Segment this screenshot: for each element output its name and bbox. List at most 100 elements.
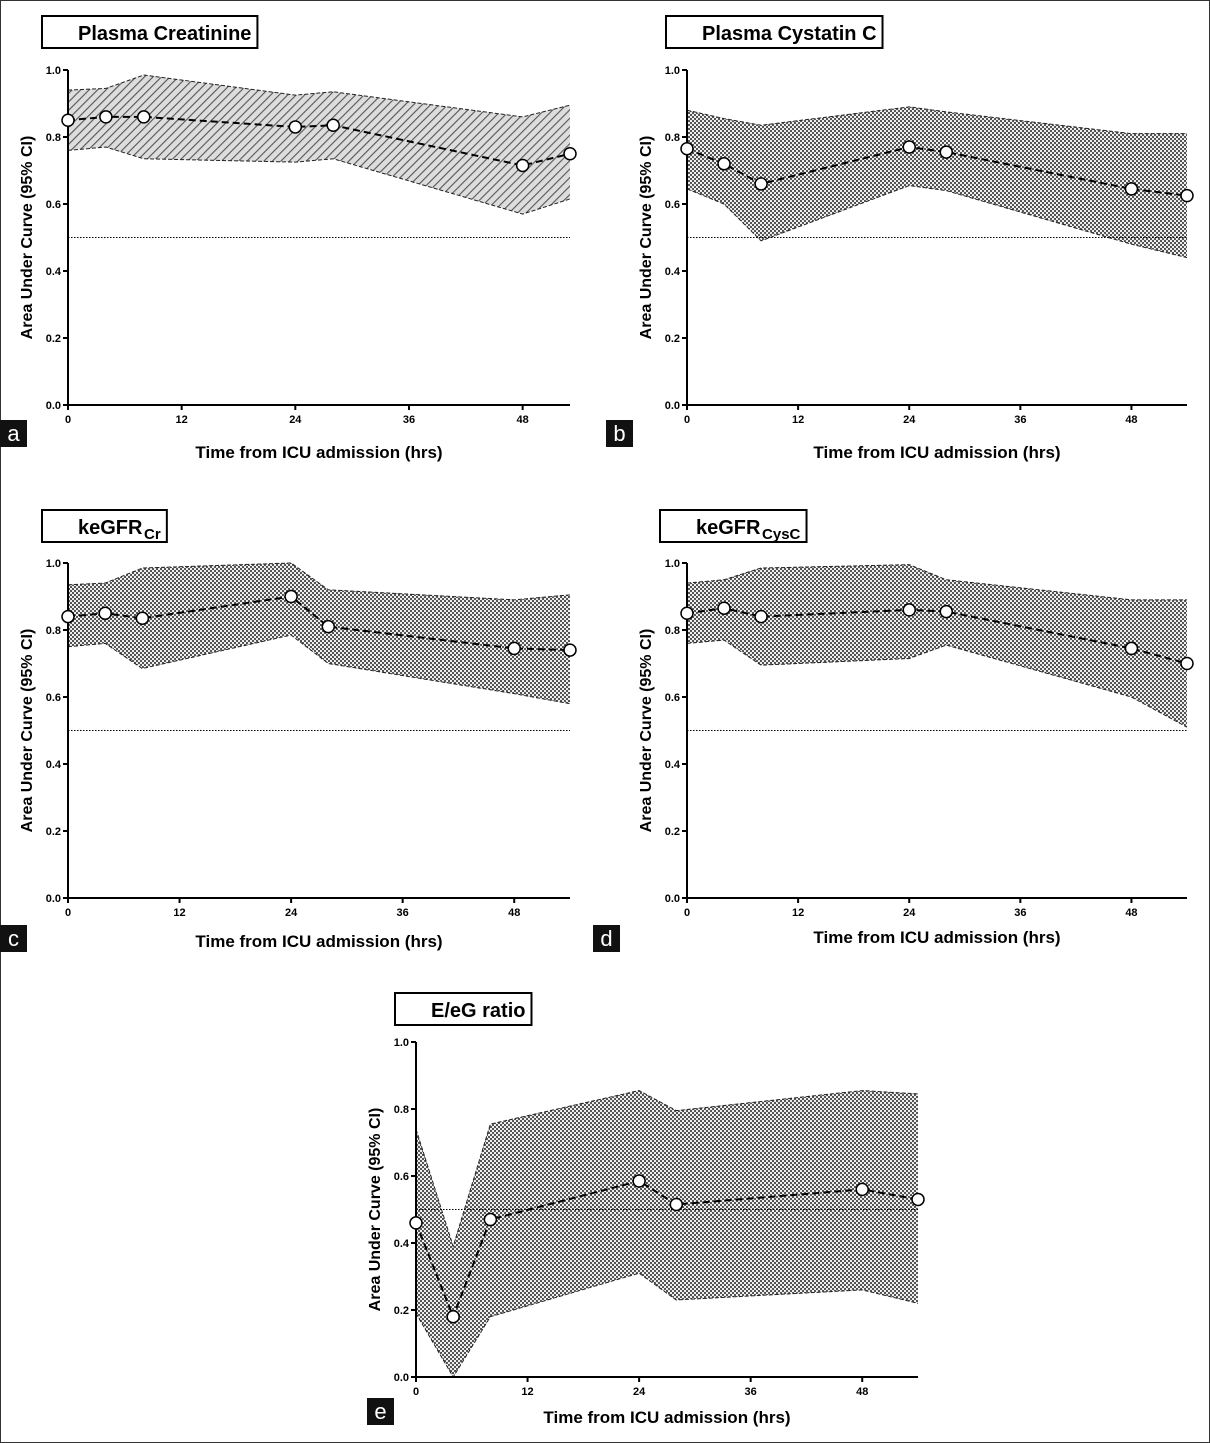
- auc-point: [1180, 188, 1194, 203]
- auc-point: [507, 641, 521, 656]
- ci-band: [416, 1090, 918, 1377]
- auc-point: [1124, 182, 1139, 196]
- auc-point: [288, 120, 303, 134]
- panel-letter-box: [606, 420, 633, 447]
- y-tick-label: 0.8: [665, 132, 680, 144]
- panel: 0.0 0.2 0.4 0.6 0.8 1.0 0 12 24 36 48 Time from ICU…: [593, 509, 1194, 952]
- title-box: [659, 509, 808, 543]
- panel: 0.0 0.2 0.4 0.6 0.8 1.0 0 12 24 36 48 Time from ICU…: [0, 15, 577, 462]
- y-tick-label: 0.6: [665, 199, 680, 211]
- y-tick-label: 0.0: [394, 1372, 409, 1384]
- y-tick-label: 0.0: [665, 893, 680, 905]
- y-axis-label: Area Under Curve (95% CI): [367, 1108, 384, 1312]
- ci-upper-edge: [67, 562, 571, 601]
- ci-band: [687, 106, 1187, 258]
- x-tick-label: 24: [289, 414, 302, 426]
- y-tick-label: 1.0: [46, 558, 61, 570]
- y-tick-label: 0.8: [394, 1104, 409, 1116]
- title-box: [41, 15, 259, 49]
- panel-letter: e: [374, 1399, 386, 1424]
- ci-upper-edge: [415, 1090, 919, 1249]
- auc-point: [563, 643, 577, 657]
- x-tick-label: 48: [517, 414, 529, 426]
- auc-point: [902, 603, 916, 617]
- panel-letter: b: [613, 421, 625, 446]
- ci-lower-edge: [686, 639, 1188, 728]
- x-tick-label: 24: [633, 1386, 646, 1398]
- x-tick-label: 0: [684, 907, 690, 919]
- ci-lower-edge: [686, 185, 1188, 259]
- panel-letter: d: [600, 926, 612, 951]
- y-tick-label: 0.2: [665, 826, 680, 838]
- auc-point: [563, 147, 577, 161]
- panel-title-subscript: Cr: [144, 526, 161, 543]
- x-axis-label: Time from ICU admission (hrs): [195, 932, 442, 951]
- auc-point: [754, 609, 768, 624]
- auc-point: [902, 140, 916, 154]
- panel-title: Plasma Cystatin C: [702, 23, 877, 45]
- auc-point: [98, 606, 112, 620]
- y-tick-label: 0.4: [46, 266, 62, 278]
- x-tick-label: 12: [173, 907, 185, 919]
- panel-letter-box: [593, 925, 620, 952]
- y-tick-label: 0.6: [46, 692, 61, 704]
- y-tick-label: 0.6: [665, 692, 680, 704]
- auc-point: [1124, 641, 1139, 656]
- auc-point: [632, 1174, 646, 1188]
- x-axis-label: Time from ICU admission (hrs): [195, 443, 442, 462]
- title-box: [41, 509, 168, 543]
- x-tick-label: 48: [508, 907, 520, 919]
- x-tick-label: 36: [1014, 414, 1026, 426]
- auc-point: [855, 1182, 869, 1197]
- panel: 0.0 0.2 0.4 0.6 0.8 1.0 0 12 24 36 48 Time from ICU…: [367, 992, 925, 1427]
- y-tick-label: 0.6: [46, 199, 61, 211]
- x-tick-label: 36: [1014, 907, 1026, 919]
- title-box: [394, 992, 533, 1026]
- auc-point: [321, 619, 336, 634]
- auc-point: [669, 1197, 684, 1212]
- ci-upper-edge: [686, 106, 1187, 135]
- y-axis-label: Area Under Curve (95% CI): [638, 629, 655, 833]
- y-tick-label: 0.2: [46, 826, 61, 838]
- panel: 0.0 0.2 0.4 0.6 0.8 1.0 0 12 24 36 48 Time from ICU…: [0, 509, 577, 952]
- x-tick-label: 36: [397, 907, 409, 919]
- auc-point: [911, 1192, 925, 1207]
- panel-letter-box: [367, 1398, 394, 1425]
- x-tick-label: 0: [65, 907, 71, 919]
- panel-title: E/eG ratio: [431, 1000, 525, 1022]
- auc-point: [483, 1212, 498, 1227]
- x-tick-label: 12: [792, 414, 804, 426]
- auc-point: [99, 110, 113, 124]
- x-axis-label: Time from ICU admission (hrs): [813, 443, 1060, 462]
- y-axis-label: Area Under Curve (95% CI): [19, 629, 36, 833]
- x-tick-label: 12: [792, 907, 804, 919]
- y-axis-label: Area Under Curve (95% CI): [19, 136, 36, 340]
- ci-upper-edge: [686, 564, 1187, 601]
- x-tick-label: 0: [413, 1386, 419, 1398]
- ci-lower-edge: [67, 634, 571, 705]
- x-tick-label: 24: [903, 414, 916, 426]
- y-tick-label: 0.8: [46, 132, 61, 144]
- auc-point: [680, 606, 694, 620]
- auc-point: [326, 118, 340, 133]
- auc-point: [409, 1216, 423, 1230]
- panel-title-subscript: CysC: [762, 526, 801, 543]
- auc-point: [61, 113, 75, 127]
- y-tick-label: 0.2: [665, 333, 680, 345]
- auc-point: [61, 609, 75, 624]
- ci-lower-edge: [67, 146, 571, 215]
- y-axis-label: Area Under Curve (95% CI): [638, 136, 655, 340]
- y-tick-label: 0.8: [46, 625, 61, 637]
- y-tick-label: 0.0: [46, 893, 61, 905]
- ci-band: [68, 563, 570, 704]
- y-tick-label: 0.4: [665, 759, 681, 771]
- ci-band: [68, 75, 570, 215]
- auc-point: [754, 177, 768, 191]
- x-tick-label: 12: [176, 414, 188, 426]
- x-tick-label: 48: [1125, 414, 1137, 426]
- y-tick-label: 1.0: [665, 65, 680, 77]
- x-tick-label: 36: [403, 414, 415, 426]
- auc-point: [717, 601, 731, 615]
- auc-point: [680, 141, 694, 156]
